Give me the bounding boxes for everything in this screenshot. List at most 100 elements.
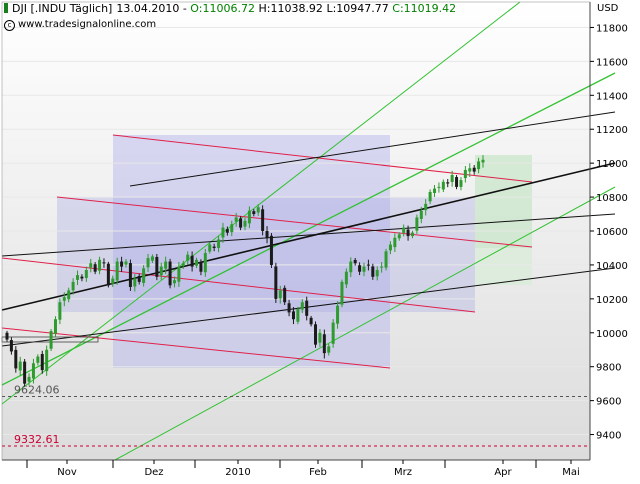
y-tick-label: 10200 [596,295,628,306]
candle [177,266,181,282]
candle [261,209,265,231]
candle [322,334,326,354]
candle [120,261,124,267]
candle [221,227,225,238]
y-tick-label: 10400 [596,261,628,272]
candle [388,244,392,251]
candle [327,346,331,353]
candle [318,332,322,343]
candle [208,244,212,252]
candle [67,290,71,300]
candle [195,259,199,266]
y-tick-label: 10800 [596,193,628,204]
candle [62,297,66,301]
candle [441,181,445,190]
candle [380,266,384,268]
copyright-icon: c [4,20,15,31]
close-value: C:11019.42 [392,2,457,15]
y-tick-label: 11800 [596,23,628,34]
candle [150,256,154,261]
high-value: H:11038.92 [258,2,323,15]
y-tick-label: 9800 [596,363,621,374]
x-tick-label: 2010 [225,467,250,478]
candle [45,349,49,372]
candle [106,263,110,286]
y-tick-label: 11000 [596,159,628,170]
channel-line [1,257,476,313]
x-tick-label: Apr [494,467,512,478]
open-value: O:11006.72 [190,2,255,15]
candle [309,317,313,325]
y-tick-label: 9400 [596,431,621,442]
candle [406,229,410,237]
channel-shade-4 [475,248,532,285]
candle [89,263,93,268]
candle [53,319,57,334]
candle [137,275,141,282]
x-tick-label: Mai [562,467,580,478]
candle [239,218,243,228]
candle [36,356,40,363]
y-tick-label: 11200 [596,125,628,136]
channel-line [114,186,616,461]
candle [283,287,287,303]
candle [393,237,397,248]
candle [468,168,472,172]
candle [265,231,269,238]
candle [256,207,260,213]
channel-line [112,134,533,183]
candle [336,305,340,324]
candle [247,210,251,224]
currency-label: USD [597,3,619,14]
candle [133,278,137,287]
level-label: 9332.61 [14,433,60,446]
candle [291,311,295,320]
candle [477,161,481,170]
candle [428,191,432,202]
candle [366,264,370,266]
candle [234,217,238,222]
candle [203,253,207,273]
candle [269,235,273,265]
candle [172,280,176,284]
candle [252,211,256,215]
candle [243,220,247,227]
candle [419,210,423,219]
candle [437,186,441,188]
candle [124,261,128,265]
candle [190,255,194,267]
candle [230,224,234,233]
candle [27,376,31,382]
candle [472,167,476,172]
date: 13.04.2010 [116,2,180,15]
candle [98,259,102,271]
level-label: 9624.06 [14,384,60,397]
candle [433,188,437,194]
y-tick-label: 9600 [596,397,621,408]
candle [305,300,309,316]
candle [455,177,459,187]
candle [450,175,454,182]
candle [353,260,357,264]
candle [199,262,203,272]
candle [146,258,150,268]
candle [314,324,318,345]
y-tick-label: 10600 [596,227,628,238]
copyright: c www.tradesignalonline.com [4,19,156,31]
channel-shade-3 [475,155,532,248]
candle [93,264,97,272]
candle [300,302,304,310]
candle [331,322,335,344]
candle [463,169,467,179]
candle [9,340,13,352]
candle [181,263,185,267]
candle [58,302,62,320]
candle [159,266,163,276]
candle [459,180,463,187]
candle [76,275,80,280]
candle [371,266,375,277]
candle [375,270,379,277]
y-tick-label: 11600 [596,57,628,68]
candle [212,246,216,248]
